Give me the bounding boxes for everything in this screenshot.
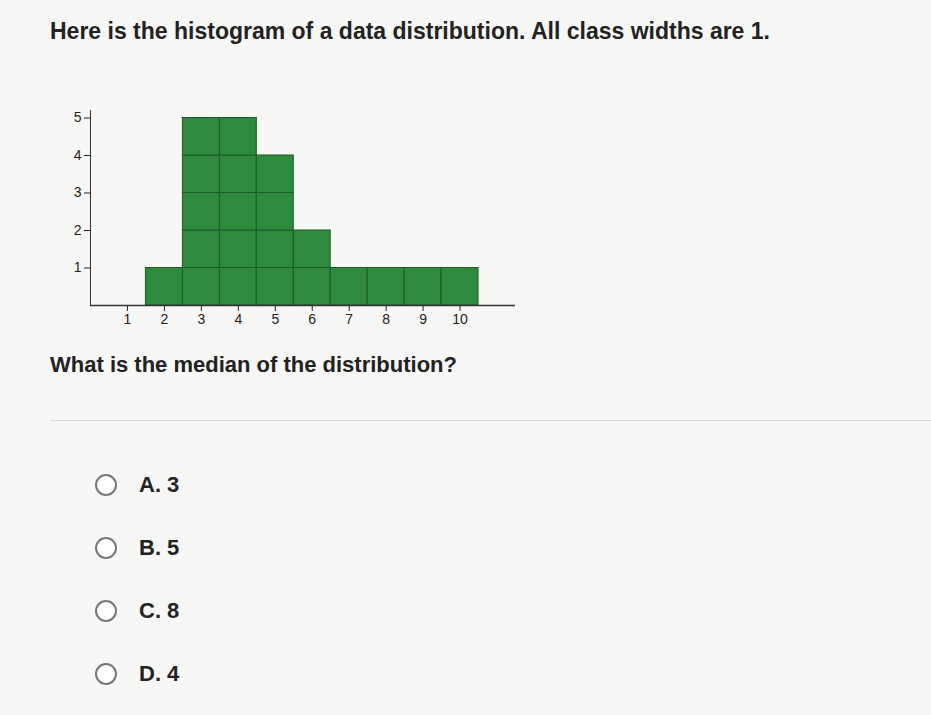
svg-text:1: 1 bbox=[124, 311, 132, 327]
svg-text:1: 1 bbox=[74, 259, 82, 275]
html-text:What is the median of the dist: What is the median of the distribution? bbox=[50, 352, 457, 377]
html-text:D. 4: D. 4 bbox=[139, 661, 180, 686]
svg-text:8: 8 bbox=[382, 311, 390, 327]
svg-text:3: 3 bbox=[197, 311, 205, 327]
svg-text:5: 5 bbox=[74, 109, 82, 125]
svg-text:9: 9 bbox=[419, 311, 427, 327]
svg-text:4: 4 bbox=[234, 311, 242, 327]
svg-text:5: 5 bbox=[271, 311, 279, 327]
html-text:C. 8: C. 8 bbox=[139, 598, 180, 623]
svg-text:3: 3 bbox=[74, 184, 82, 200]
svg-text:7: 7 bbox=[345, 311, 353, 327]
svg-text:10: 10 bbox=[452, 311, 468, 327]
html-text:Here is the histogram of a dat: Here is the histogram of a data distribu… bbox=[50, 18, 770, 44]
svg-text:4: 4 bbox=[74, 147, 82, 163]
svg-text:2: 2 bbox=[161, 311, 169, 327]
svg-text:6: 6 bbox=[308, 311, 316, 327]
html-text:B. 5: B. 5 bbox=[139, 535, 180, 560]
svg-text:2: 2 bbox=[74, 222, 82, 238]
html-text:A. 3: A. 3 bbox=[139, 472, 180, 497]
